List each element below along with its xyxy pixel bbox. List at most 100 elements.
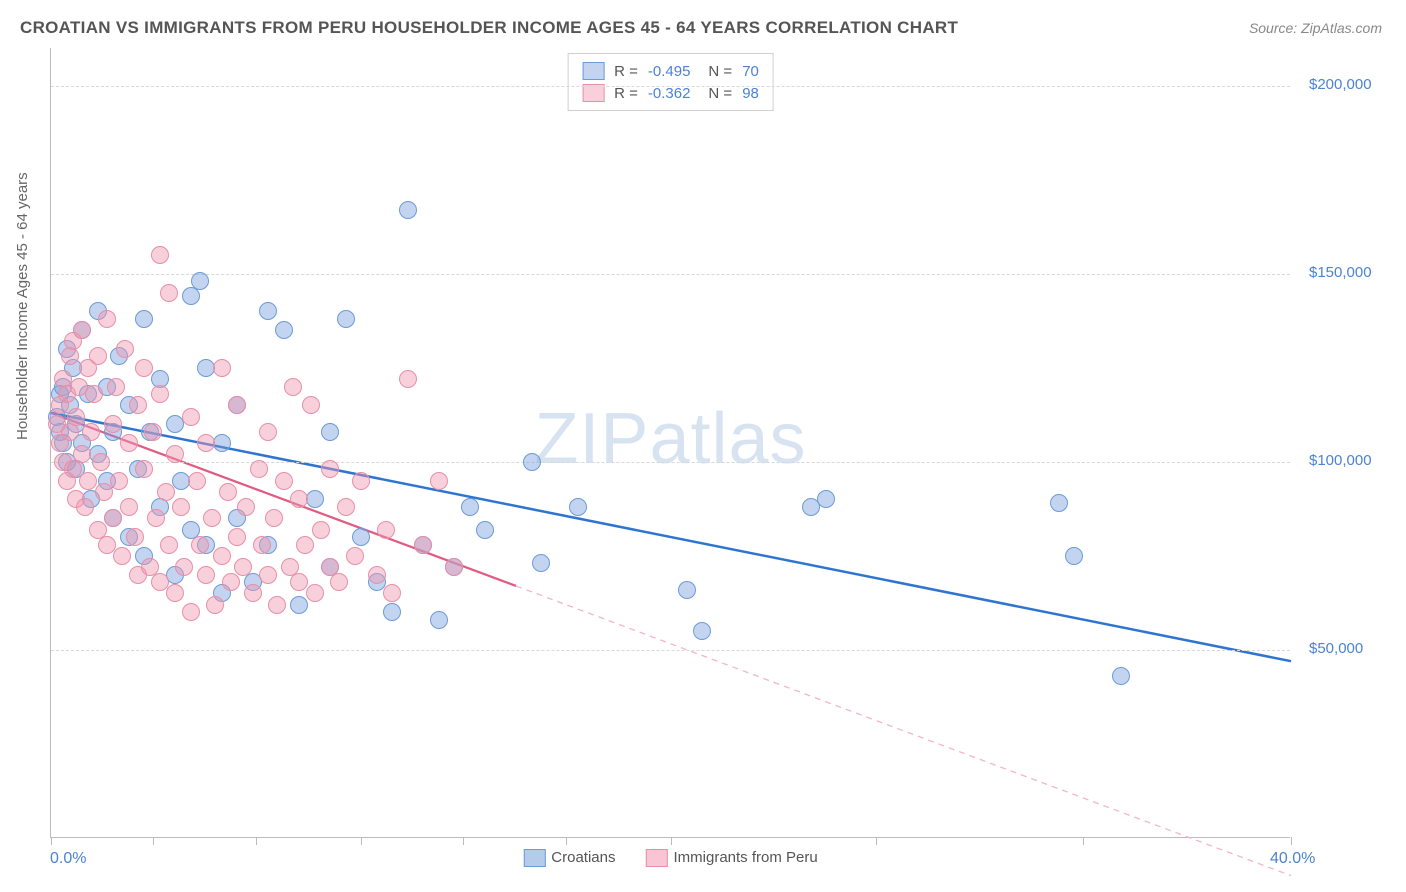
data-point: [160, 284, 178, 302]
data-point: [330, 573, 348, 591]
data-point: [253, 536, 271, 554]
data-point: [151, 573, 169, 591]
y-tick-label: $200,000: [1309, 76, 1372, 93]
data-point: [82, 423, 100, 441]
legend-swatch: [582, 62, 604, 80]
data-point: [120, 498, 138, 516]
legend-swatch: [646, 849, 668, 867]
data-point: [135, 310, 153, 328]
data-point: [188, 472, 206, 490]
data-point: [445, 558, 463, 576]
legend-label: Immigrants from Peru: [674, 849, 818, 866]
data-point: [244, 584, 262, 602]
data-point: [113, 547, 131, 565]
data-point: [228, 396, 246, 414]
data-point: [73, 321, 91, 339]
data-point: [250, 460, 268, 478]
data-point: [284, 378, 302, 396]
data-point: [104, 509, 122, 527]
legend-item: Immigrants from Peru: [646, 849, 818, 867]
data-point: [98, 310, 116, 328]
data-point: [166, 584, 184, 602]
data-point: [430, 472, 448, 490]
y-tick-label: $100,000: [1309, 452, 1372, 469]
data-point: [306, 490, 324, 508]
data-point: [259, 566, 277, 584]
gridline: [51, 650, 1290, 651]
legend-r-label: R =: [614, 85, 638, 102]
y-axis-label: Householder Income Ages 45 - 64 years: [14, 172, 31, 440]
data-point: [135, 359, 153, 377]
data-point: [693, 622, 711, 640]
legend-n-value: 70: [742, 63, 759, 80]
scatter-plot-area: ZIPatlas R = -0.495N = 70R = -0.362N = 9…: [50, 48, 1290, 838]
data-point: [135, 460, 153, 478]
legend-n-value: 98: [742, 85, 759, 102]
data-point: [1050, 494, 1068, 512]
data-point: [268, 596, 286, 614]
legend-r-value: -0.495: [648, 63, 691, 80]
data-point: [302, 396, 320, 414]
data-point: [259, 423, 277, 441]
x-tick: [566, 837, 567, 845]
data-point: [476, 521, 494, 539]
data-point: [228, 528, 246, 546]
data-point: [191, 536, 209, 554]
source-attribution: Source: ZipAtlas.com: [1249, 20, 1382, 36]
legend-swatch: [523, 849, 545, 867]
data-point: [259, 302, 277, 320]
legend-r-label: R =: [614, 63, 638, 80]
data-point: [213, 547, 231, 565]
data-point: [126, 528, 144, 546]
data-point: [129, 396, 147, 414]
data-point: [532, 554, 550, 572]
data-point: [383, 584, 401, 602]
legend-row: R = -0.495N = 70: [582, 60, 759, 82]
data-point: [197, 434, 215, 452]
data-point: [160, 536, 178, 554]
data-point: [678, 581, 696, 599]
data-point: [290, 490, 308, 508]
data-point: [569, 498, 587, 516]
data-point: [321, 423, 339, 441]
x-tick: [256, 837, 257, 845]
data-point: [368, 566, 386, 584]
x-tick: [671, 837, 672, 845]
data-point: [116, 340, 134, 358]
data-point: [92, 453, 110, 471]
data-point: [234, 558, 252, 576]
data-point: [67, 408, 85, 426]
data-point: [237, 498, 255, 516]
data-point: [275, 321, 293, 339]
data-point: [89, 347, 107, 365]
data-point: [222, 573, 240, 591]
data-point: [182, 603, 200, 621]
watermark-text: ZIPatlas: [534, 397, 806, 479]
gridline: [51, 462, 1290, 463]
data-point: [147, 509, 165, 527]
data-point: [414, 536, 432, 554]
data-point: [191, 272, 209, 290]
data-point: [151, 385, 169, 403]
data-point: [76, 498, 94, 516]
data-point: [312, 521, 330, 539]
legend-item: Croatians: [523, 849, 615, 867]
legend-label: Croatians: [551, 849, 615, 866]
data-point: [1065, 547, 1083, 565]
x-axis-start-label: 0.0%: [50, 850, 86, 868]
data-point: [85, 385, 103, 403]
data-point: [290, 596, 308, 614]
x-tick: [1291, 837, 1292, 845]
gridline: [51, 274, 1290, 275]
data-point: [213, 434, 231, 452]
data-point: [352, 528, 370, 546]
x-axis-end-label: 40.0%: [1270, 850, 1315, 868]
x-tick: [153, 837, 154, 845]
data-point: [110, 472, 128, 490]
legend-n-label: N =: [708, 85, 732, 102]
data-point: [430, 611, 448, 629]
trend-lines: [51, 48, 1291, 838]
data-point: [399, 201, 417, 219]
chart-title: CROATIAN VS IMMIGRANTS FROM PERU HOUSEHO…: [20, 18, 958, 38]
data-point: [321, 460, 339, 478]
